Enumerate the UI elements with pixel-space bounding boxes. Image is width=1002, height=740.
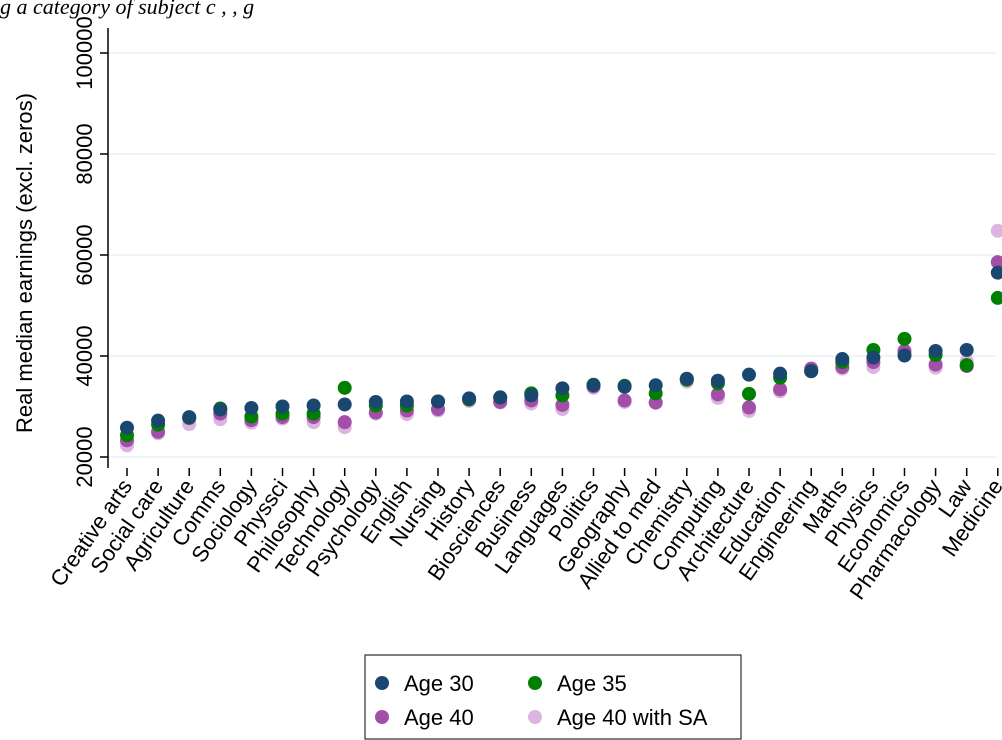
data-point (337, 397, 352, 412)
data-point (773, 382, 788, 397)
y-tick-label: 100000 (72, 16, 97, 89)
data-point (990, 255, 1002, 270)
legend-label: Age 40 (404, 705, 474, 730)
y-axis-title: Real median earnings (excl. zeros) (12, 93, 37, 433)
data-point (617, 379, 632, 394)
data-point (990, 290, 1002, 305)
data-point (990, 223, 1002, 238)
data-point (462, 391, 477, 406)
data-point (710, 373, 725, 388)
legend-marker (375, 710, 389, 724)
data-point (773, 366, 788, 381)
data-point (990, 265, 1002, 280)
data-point (742, 386, 756, 401)
data-point (897, 331, 912, 346)
y-tick-label: 60000 (72, 224, 97, 285)
data-point (742, 400, 756, 415)
legend: Age 30 Age 35 Age 40 Age 40 with SA (364, 654, 742, 740)
data-point (275, 399, 290, 414)
legend-label: Age 40 with SA (557, 705, 708, 730)
data-point (555, 397, 570, 412)
data-point (213, 402, 228, 417)
truncated-header-text: g a category of subject c , , g (0, 0, 255, 19)
data-point (306, 398, 321, 413)
data-point (337, 415, 352, 430)
data-point (742, 367, 756, 382)
y-tick-label: 80000 (72, 123, 97, 184)
data-point (928, 343, 943, 358)
legend-marker (528, 710, 542, 724)
data-point (399, 394, 414, 409)
data-points (120, 223, 1002, 453)
data-point (431, 394, 445, 409)
gridlines (108, 52, 996, 458)
data-point (866, 350, 881, 365)
data-point (368, 394, 383, 409)
data-point (337, 380, 352, 395)
data-point (120, 420, 134, 435)
data-point (804, 364, 819, 379)
data-point (959, 358, 974, 373)
data-point (617, 393, 632, 408)
legend-label: Age 30 (404, 671, 474, 696)
data-point (493, 390, 508, 405)
legend-marker (528, 676, 542, 690)
data-point (959, 342, 974, 357)
data-point (524, 388, 539, 403)
data-point (182, 410, 197, 425)
y-axis-ticks: 20000 40000 60000 80000 100000 (72, 16, 108, 488)
data-point (928, 357, 943, 372)
data-point (648, 378, 663, 393)
data-point (244, 401, 259, 416)
legend-box (364, 654, 742, 740)
data-point (897, 348, 912, 363)
data-point (586, 378, 601, 393)
data-point (679, 371, 694, 386)
legend-marker (375, 676, 389, 690)
y-tick-label: 40000 (72, 325, 97, 386)
data-point (151, 413, 166, 428)
data-point (835, 352, 850, 367)
legend-label: Age 35 (557, 671, 627, 696)
y-tick-label: 20000 (72, 426, 97, 487)
data-point (555, 381, 570, 396)
data-point (710, 387, 725, 402)
